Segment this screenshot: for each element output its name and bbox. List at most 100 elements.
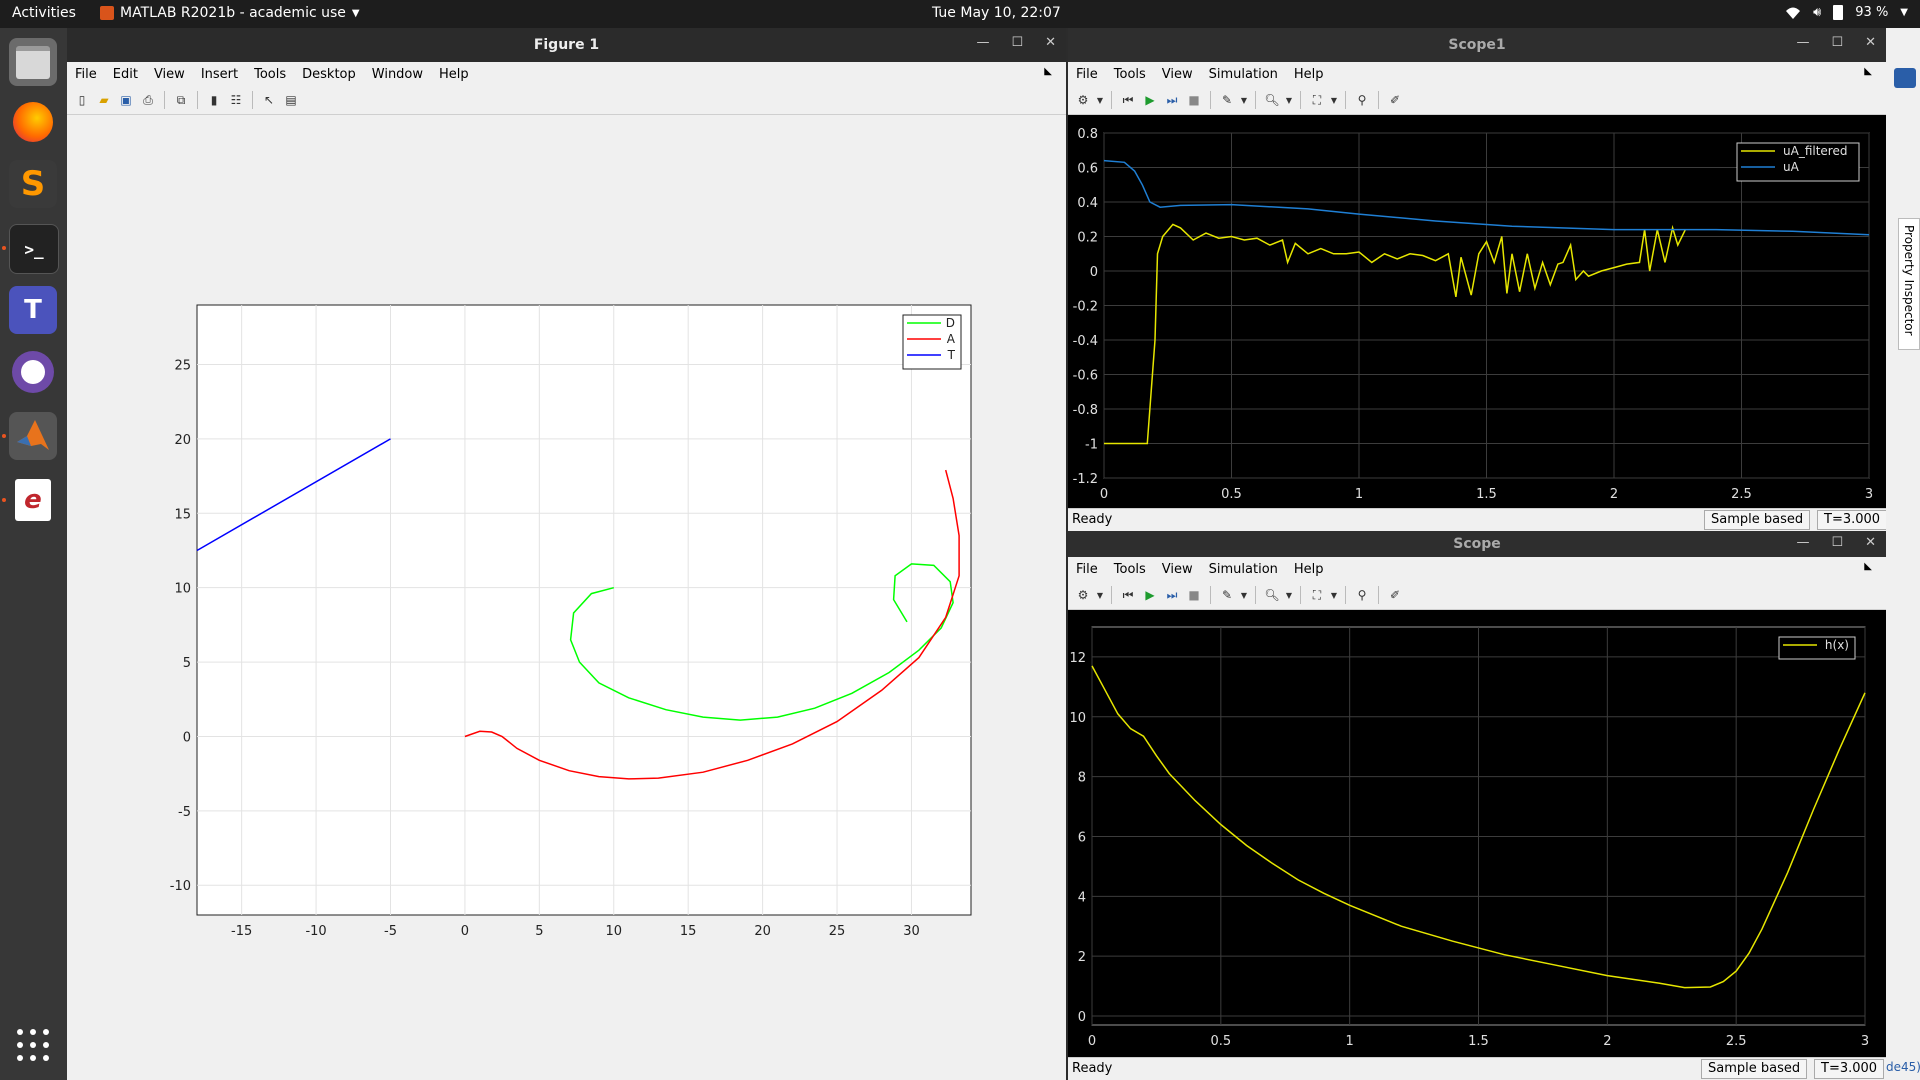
menu-view[interactable]: View [153,66,185,82]
y-tick-label: -0.6 [1073,369,1098,384]
scope-titlebar[interactable]: Scope — ☐ ✕ [1068,531,1886,557]
firefox-icon[interactable] [9,98,57,146]
autoscale-icon[interactable]: ⛶ [1312,92,1322,107]
running-indicator [2,434,6,438]
maximize-icon[interactable]: ☐ [1831,35,1844,50]
maximize-icon[interactable]: ☐ [1011,35,1024,50]
edit-icon[interactable]: ✐ [1389,588,1401,602]
chevron-down-icon[interactable]: ▼ [1240,590,1248,600]
menu-file[interactable]: File [75,66,97,82]
chevron-down-icon[interactable]: ▼ [1096,590,1104,600]
menu-view[interactable]: View [1161,561,1193,577]
edit-icon[interactable]: ✐ [1389,93,1401,107]
menu-file[interactable]: File [1076,66,1098,82]
scope1-window[interactable]: Scope1 — ☐ ✕ File Tools View Simulation … [1068,28,1886,531]
scope-window[interactable]: Scope — ☐ ✕ File Tools View Simulation H… [1068,531,1886,1080]
close-icon[interactable]: ✕ [1045,35,1056,50]
legend-box[interactable] [902,314,962,370]
chevron-down-icon[interactable]: ▼ [1330,95,1338,105]
autoscale-icon[interactable]: ⛶ [1312,587,1322,602]
legend-box[interactable] [1778,636,1856,660]
series-line-h(x) [1091,665,1866,989]
menu-desktop[interactable]: Desktop [302,66,356,82]
minimize-icon[interactable]: — [1796,35,1810,50]
menu-tools[interactable]: Tools [1113,561,1146,577]
print-icon[interactable]: ⎙ [143,92,153,107]
menu-help[interactable]: Help [1293,561,1324,577]
new-figure-icon[interactable]: ▯ [78,93,86,107]
menu-tools[interactable]: Tools [254,66,287,82]
menu-help[interactable]: Help [1293,66,1324,82]
files-icon[interactable] [9,38,57,86]
terminal-icon[interactable]: >_ [9,224,59,274]
stop-icon[interactable]: ■ [1188,588,1200,602]
settings-icon[interactable]: ⚙ [1077,93,1089,107]
settings-icon[interactable]: ⚙ [1077,588,1089,602]
run-icon[interactable]: ▶ [1145,588,1155,602]
document-viewer-icon[interactable]: e [9,476,57,524]
property-editor-icon[interactable]: ▤ [285,93,297,107]
y-tick-label: 5 [183,656,191,671]
legend-box[interactable] [1736,142,1860,182]
save-icon[interactable]: ▣ [120,93,132,107]
menu-insert[interactable]: Insert [200,66,239,82]
app-menu[interactable]: MATLAB R2021b - academic use ▼ [100,5,360,21]
pointer-icon[interactable]: ↖ [263,93,275,107]
step-forward-icon[interactable]: ⏭ [1166,92,1178,107]
show-applications-icon[interactable] [16,1028,50,1062]
legend-icon[interactable]: ☷ [230,93,242,107]
menu-view[interactable]: View [1161,66,1193,82]
scope1-plot[interactable]: 0 0.5 1 1.5 2 2.5 3 0.8 0.6 0.4 0.2 0 -0.2 -0.4 -0.6 -0… [1068,115,1886,508]
scope-plot[interactable]: 0 0.5 1 1.5 2 2.5 3 12 10 8 6 4 2 0 h(x) [1068,610,1886,1057]
chevron-down-icon[interactable]: ▼ [1285,95,1293,105]
activities-button[interactable]: Activities [12,5,76,21]
open-file-icon[interactable]: ▰ [99,93,109,107]
clock[interactable]: Tue May 10, 22:07 [932,5,1061,21]
chevron-down-icon[interactable]: ▼ [1285,590,1293,600]
matlab-icon[interactable] [9,412,57,460]
stop-icon[interactable]: ■ [1188,93,1200,107]
menu-tools[interactable]: Tools [1113,66,1146,82]
triggers-icon[interactable]: ⚲ [1357,588,1367,602]
property-inspector-tab[interactable]: Property Inspector [1898,218,1920,350]
step-forward-icon[interactable]: ⏭ [1166,587,1178,602]
run-icon[interactable]: ▶ [1145,93,1155,107]
scope1-titlebar[interactable]: Scope1 — ☐ ✕ [1068,28,1886,62]
highlight-icon[interactable]: ✎ [1221,93,1233,107]
menu-simulation[interactable]: Simulation [1208,561,1278,577]
toolbar-button[interactable] [1894,68,1916,88]
menu-window[interactable]: Window [371,66,424,82]
menu-help[interactable]: Help [439,66,469,82]
colorbar-icon[interactable]: ▮ [210,93,218,107]
highlight-icon[interactable]: ✎ [1221,588,1233,602]
chevron-down-icon[interactable]: ▼ [1330,590,1338,600]
chevron-down-icon[interactable]: ▼ [1240,95,1248,105]
menu-simulation[interactable]: Simulation [1208,66,1278,82]
step-back-icon[interactable]: ⏮ [1122,587,1134,602]
zoom-icon[interactable]: 🔍︎ [1264,588,1280,602]
dock-pin-icon[interactable]: ◣ [1864,561,1872,572]
github-icon[interactable] [9,348,57,396]
plot-area [196,304,972,916]
triggers-icon[interactable]: ⚲ [1357,93,1367,107]
close-icon[interactable]: ✕ [1865,35,1876,50]
zoom-icon[interactable]: 🔍︎ [1264,93,1280,107]
minimize-icon[interactable]: — [1796,535,1810,550]
dock-pin-icon[interactable]: ◣ [1044,66,1052,77]
chevron-down-icon[interactable]: ▼ [1096,95,1104,105]
system-tray[interactable]: 🔊︎ 93 % ▼ [1785,5,1908,20]
menu-edit[interactable]: Edit [112,66,138,82]
teams-icon[interactable]: T [9,286,57,334]
figure1-window[interactable]: Figure 1 — ☐ ✕ File Edit View Insert Too… [67,28,1066,1080]
close-icon[interactable]: ✕ [1865,535,1876,550]
figure1-plot[interactable]: -15 -10 -5 0 5 10 15 20 25 30 -10 -5 0 5 10 15 20 25 DAT [67,115,1066,1080]
minimize-icon[interactable]: — [976,35,990,50]
y-tick-label: 8 [1078,771,1086,786]
menu-file[interactable]: File [1076,561,1098,577]
sublime-icon[interactable]: S [9,160,57,208]
maximize-icon[interactable]: ☐ [1831,535,1844,550]
dock-pin-icon[interactable]: ◣ [1864,66,1872,77]
link-plot-icon[interactable]: ⧉ [176,92,186,107]
step-back-icon[interactable]: ⏮ [1122,92,1134,107]
figure1-titlebar[interactable]: Figure 1 — ☐ ✕ [67,28,1066,62]
